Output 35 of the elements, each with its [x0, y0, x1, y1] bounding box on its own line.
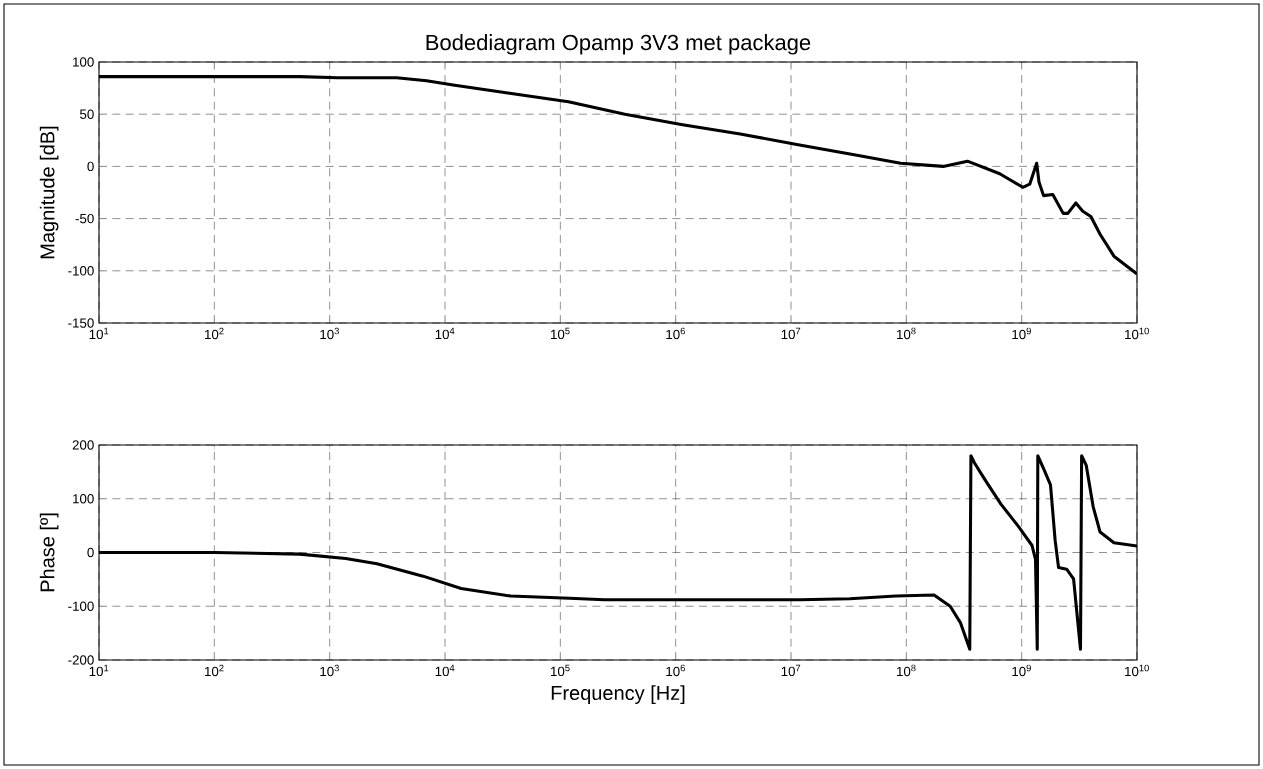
y-tick-label: -50 — [75, 213, 94, 224]
chart-title: Bodediagram Opamp 3V3 met package — [426, 34, 811, 55]
x-tick-label: 10$^{9}$ — [1012, 327, 1031, 340]
y-tick-label: -150 — [68, 318, 94, 328]
y-tick-label: 100 — [73, 494, 94, 504]
x-tick-label: 10$^{5}$ — [551, 327, 570, 340]
y-tick-label: 200 — [72, 440, 94, 450]
y-tick-label: 100 — [73, 57, 94, 67]
x-tick-label: 10$^{1}$ — [89, 664, 109, 677]
x-tick-label: 10$^{6}$ — [666, 327, 685, 340]
x-tick-label: 10$^{2}$ — [205, 664, 224, 677]
x-tick-label: 10$^{6}$ — [666, 664, 685, 677]
x-tick-label: 10$^{4}$ — [435, 327, 455, 340]
x-tick-label: 10$^{4}$ — [435, 664, 455, 677]
x-tick-label: 10$^{10}$ — [1125, 327, 1149, 340]
x-tick-label: 10$^{10}$ — [1125, 664, 1149, 677]
x-tick-label: 10$^{2}$ — [205, 327, 224, 340]
y-tick-label: 50 — [80, 109, 94, 119]
x-tick-label: 10$^{3}$ — [320, 664, 339, 677]
y-axis-title: Phase [º] — [39, 513, 59, 592]
y-tick-label: -100 — [68, 266, 94, 276]
x-tick-label: 10$^{8}$ — [897, 327, 916, 340]
x-tick-label: 10$^{5}$ — [551, 664, 570, 677]
y-tick-label: -200 — [68, 655, 94, 665]
x-tick-label: 10$^{8}$ — [897, 664, 916, 677]
x-tick-label: 10$^{7}$ — [781, 664, 801, 677]
y-tick-label: 0 — [87, 547, 94, 558]
y-axis-title: Magnitude [dB] — [39, 126, 59, 259]
x-axis-title: Frequency [Hz] — [551, 685, 685, 704]
y-tick-label: 0 — [87, 161, 94, 172]
x-tick-label: 10$^{7}$ — [781, 327, 801, 340]
x-tick-label: 10$^{3}$ — [320, 327, 339, 340]
x-tick-label: 10$^{1}$ — [89, 327, 109, 340]
y-tick-label: -100 — [68, 601, 94, 611]
x-tick-label: 10$^{9}$ — [1012, 664, 1031, 677]
